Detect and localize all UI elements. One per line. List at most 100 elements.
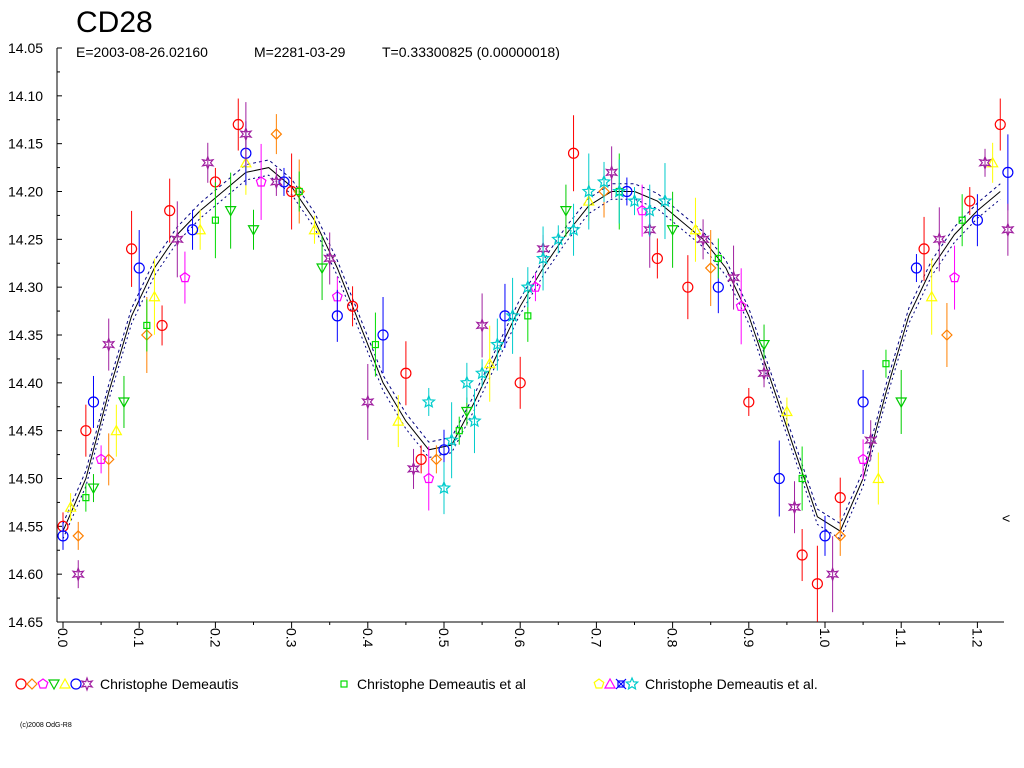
data-point	[825, 566, 840, 582]
series-0	[57, 98, 1006, 622]
legend-symbol	[624, 676, 640, 691]
data-point	[559, 206, 572, 217]
data-point	[87, 396, 100, 408]
legend-symbol	[593, 678, 605, 689]
data-point	[490, 337, 505, 351]
data-point	[87, 483, 100, 495]
axes: 14.05 14.10 14.15 14.20 14.25 14.30 14.35 14.40…	[8, 40, 1004, 648]
data-point	[596, 174, 612, 189]
fit-curve	[62, 167, 1001, 532]
data-point	[148, 290, 161, 302]
data-point	[689, 223, 702, 235]
x-tick-label: 1.0	[817, 628, 833, 648]
x-tick-label: 0.9	[741, 628, 757, 648]
legend-symbol	[26, 678, 38, 690]
legend-label: Christophe Demeautis	[100, 676, 239, 692]
data-point	[467, 413, 482, 428]
y-tick-label: 14.55	[8, 518, 43, 534]
data-point	[857, 396, 869, 408]
series-6	[71, 102, 1015, 613]
data-point	[430, 453, 443, 466]
data-point	[834, 492, 846, 504]
data-point	[949, 271, 961, 283]
x-tick-label: 1.2	[969, 628, 985, 648]
legend-symbol-box	[617, 680, 625, 688]
data-point	[72, 530, 85, 542]
y-tick-label: 14.60	[8, 566, 43, 582]
copyright-notice: (c)2008 OdG-R8	[20, 722, 72, 729]
data-point	[551, 231, 566, 246]
data-point	[986, 156, 999, 168]
data-point	[179, 271, 191, 283]
data-point	[436, 480, 452, 495]
data-point	[499, 310, 511, 322]
chart-title: CD28	[76, 6, 153, 39]
data-point	[612, 183, 627, 198]
data-point	[164, 205, 176, 217]
data-point	[459, 375, 475, 390]
data-point	[400, 367, 412, 379]
data-point	[322, 250, 337, 267]
data-point	[743, 396, 755, 408]
epoch-label: E=2003-08-26.02160	[76, 44, 208, 60]
data-point	[211, 216, 219, 224]
x-tick-label: 0.4	[360, 628, 376, 648]
legend-symbol	[47, 679, 61, 691]
series-8	[421, 153, 673, 515]
data-point	[910, 262, 923, 274]
data-point	[95, 453, 107, 464]
legend-label: Christophe Demeautis et al	[357, 676, 526, 692]
data-point	[415, 453, 427, 465]
data-point	[834, 530, 847, 542]
data-point	[295, 187, 303, 196]
data-point	[331, 310, 343, 322]
data-point	[925, 290, 938, 302]
data-point	[57, 530, 69, 542]
y-tick-label: 14.50	[8, 471, 43, 487]
y-tick-label: 14.45	[8, 423, 43, 439]
data-point	[932, 231, 947, 248]
data-point	[696, 231, 710, 248]
data-point	[872, 472, 885, 484]
data-point	[780, 405, 793, 417]
data-point	[819, 530, 831, 542]
data-point	[714, 254, 722, 263]
data-point	[80, 425, 92, 437]
data-point	[316, 263, 329, 275]
data-point	[978, 155, 992, 171]
data-point	[377, 329, 389, 341]
legend-symbol	[70, 678, 82, 690]
data-point	[524, 312, 532, 320]
max-label: M=2281-03-29	[254, 44, 346, 60]
data-point	[64, 500, 77, 512]
x-tick-label: 0.1	[131, 628, 147, 648]
y-tick-label: 14.35	[8, 327, 43, 343]
right-edge-marker: <	[1002, 510, 1010, 526]
legend-symbol-cross	[615, 678, 627, 690]
data-point	[143, 321, 151, 330]
y-tick-label: 14.25	[8, 231, 43, 247]
x-tick-label: 0.5	[436, 628, 452, 648]
legend-group-1: Christophe Demeautis et al	[340, 676, 526, 692]
data-point	[270, 128, 283, 140]
data-point	[566, 222, 581, 236]
data-point	[657, 193, 673, 208]
series-5	[57, 121, 1014, 556]
data-point	[1001, 222, 1015, 238]
data-point	[421, 394, 437, 409]
data-point	[232, 118, 244, 131]
x-tick-label: 0.2	[207, 628, 223, 648]
data-point	[627, 193, 642, 208]
data-point	[1002, 166, 1014, 178]
legend-group-2: Christophe Demeautis et al.	[593, 676, 818, 692]
data-point	[423, 472, 435, 484]
series-3	[87, 172, 908, 503]
data-point	[971, 214, 984, 226]
data-point	[757, 365, 771, 382]
data-point	[361, 394, 375, 410]
data-point	[474, 365, 490, 380]
y-tick-label: 14.10	[8, 88, 43, 104]
legend-symbol	[58, 677, 72, 689]
data-point	[787, 499, 802, 515]
legend-symbol	[340, 680, 348, 688]
